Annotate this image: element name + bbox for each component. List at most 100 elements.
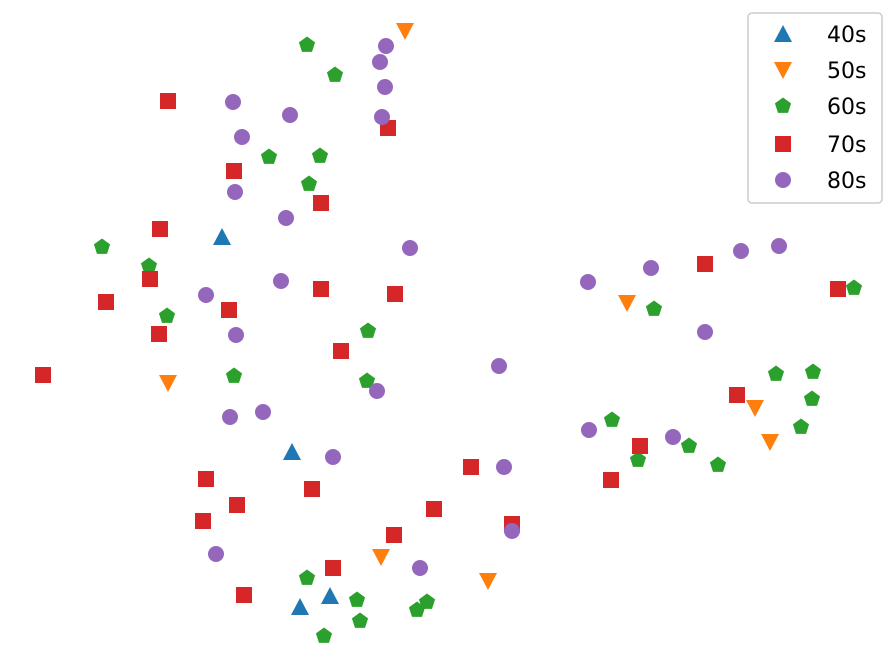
data-point-70s [830, 281, 846, 297]
data-point-60s [300, 175, 318, 191]
data-point-80s [771, 238, 787, 254]
data-point-80s [255, 404, 271, 420]
data-point-50s [618, 295, 636, 312]
data-point-60s [93, 238, 111, 254]
data-point-60s [260, 148, 278, 164]
data-point-60s [298, 36, 316, 52]
data-point-60s [418, 593, 436, 609]
data-point-80s [208, 546, 224, 562]
data-point-80s [504, 523, 520, 539]
data-point-70s [387, 286, 403, 302]
data-point-70s [151, 326, 167, 342]
data-point-40s [321, 587, 339, 604]
data-point-80s [402, 240, 418, 256]
data-point-80s [369, 383, 385, 399]
data-point-60s [140, 257, 158, 273]
data-point-60s [326, 66, 344, 82]
legend-marker-40s [774, 25, 792, 42]
legend-frame [747, 12, 883, 204]
data-point-50s [761, 434, 779, 451]
data-point-60s [358, 372, 376, 388]
data-point-70s [729, 387, 745, 403]
data-point-50s [159, 375, 177, 392]
data-point-80s [278, 210, 294, 226]
data-point-60s [311, 147, 329, 163]
data-point-60s [348, 591, 366, 607]
data-point-80s [234, 129, 250, 145]
data-point-40s [291, 598, 309, 615]
data-point-60s [803, 390, 821, 406]
data-point-80s [378, 38, 394, 54]
data-point-70s [236, 587, 252, 603]
data-point-80s [228, 327, 244, 343]
data-point-60s [359, 322, 377, 338]
data-point-60s [645, 300, 663, 316]
data-point-80s [580, 274, 596, 290]
data-point-60s [845, 279, 863, 295]
data-point-70s [160, 93, 176, 109]
data-point-80s [282, 107, 298, 123]
data-point-60s [298, 569, 316, 585]
data-point-60s [603, 411, 621, 427]
data-point-60s [629, 451, 647, 467]
data-point-80s [325, 449, 341, 465]
data-point-70s [603, 472, 619, 488]
data-point-70s [35, 367, 51, 383]
data-point-80s [198, 287, 214, 303]
data-point-50s [372, 549, 390, 566]
data-point-70s [313, 195, 329, 211]
data-point-80s [697, 324, 713, 340]
data-point-80s [222, 409, 238, 425]
data-point-80s [665, 429, 681, 445]
legend-marker-80s [775, 172, 791, 188]
legend-label-60s: 60s [827, 95, 866, 120]
data-point-70s [198, 471, 214, 487]
data-point-60s [680, 437, 698, 453]
data-point-80s [733, 243, 749, 259]
data-point-80s [374, 109, 390, 125]
plot-area [35, 23, 863, 643]
data-point-60s [351, 612, 369, 628]
data-point-60s [792, 418, 810, 434]
data-point-70s [313, 281, 329, 297]
data-point-70s [386, 527, 402, 543]
data-point-70s [152, 221, 168, 237]
data-point-50s [746, 400, 764, 417]
data-point-50s [479, 573, 497, 590]
data-point-70s [325, 560, 341, 576]
data-point-80s [273, 273, 289, 289]
data-point-60s [709, 456, 727, 472]
data-point-70s [426, 501, 442, 517]
legend-marker-60s [774, 97, 792, 113]
data-point-60s [158, 307, 176, 323]
data-point-70s [333, 343, 349, 359]
data-point-80s [225, 94, 241, 110]
data-point-70s [229, 497, 245, 513]
data-point-80s [372, 54, 388, 70]
data-point-70s [463, 459, 479, 475]
data-point-70s [632, 438, 648, 454]
data-point-70s [226, 163, 242, 179]
data-point-50s [396, 23, 414, 40]
data-point-80s [377, 79, 393, 95]
data-point-70s [221, 302, 237, 318]
data-point-80s [643, 260, 659, 276]
data-point-70s [195, 513, 211, 529]
data-point-40s [283, 443, 301, 460]
data-point-70s [304, 481, 320, 497]
data-point-80s [491, 358, 507, 374]
data-point-70s [142, 271, 158, 287]
legend-label-40s: 40s [827, 23, 866, 48]
data-point-80s [227, 184, 243, 200]
data-point-60s [225, 367, 243, 383]
data-point-60s [408, 601, 426, 617]
data-point-60s [804, 363, 822, 379]
legend-marker-50s [774, 62, 792, 79]
data-point-60s [315, 627, 333, 643]
legend-marker-70s [775, 136, 791, 152]
legend-label-50s: 50s [827, 59, 866, 84]
data-point-80s [412, 560, 428, 576]
data-point-70s [98, 294, 114, 310]
legend: 40s 50s 60s 70s 80s [747, 12, 883, 204]
